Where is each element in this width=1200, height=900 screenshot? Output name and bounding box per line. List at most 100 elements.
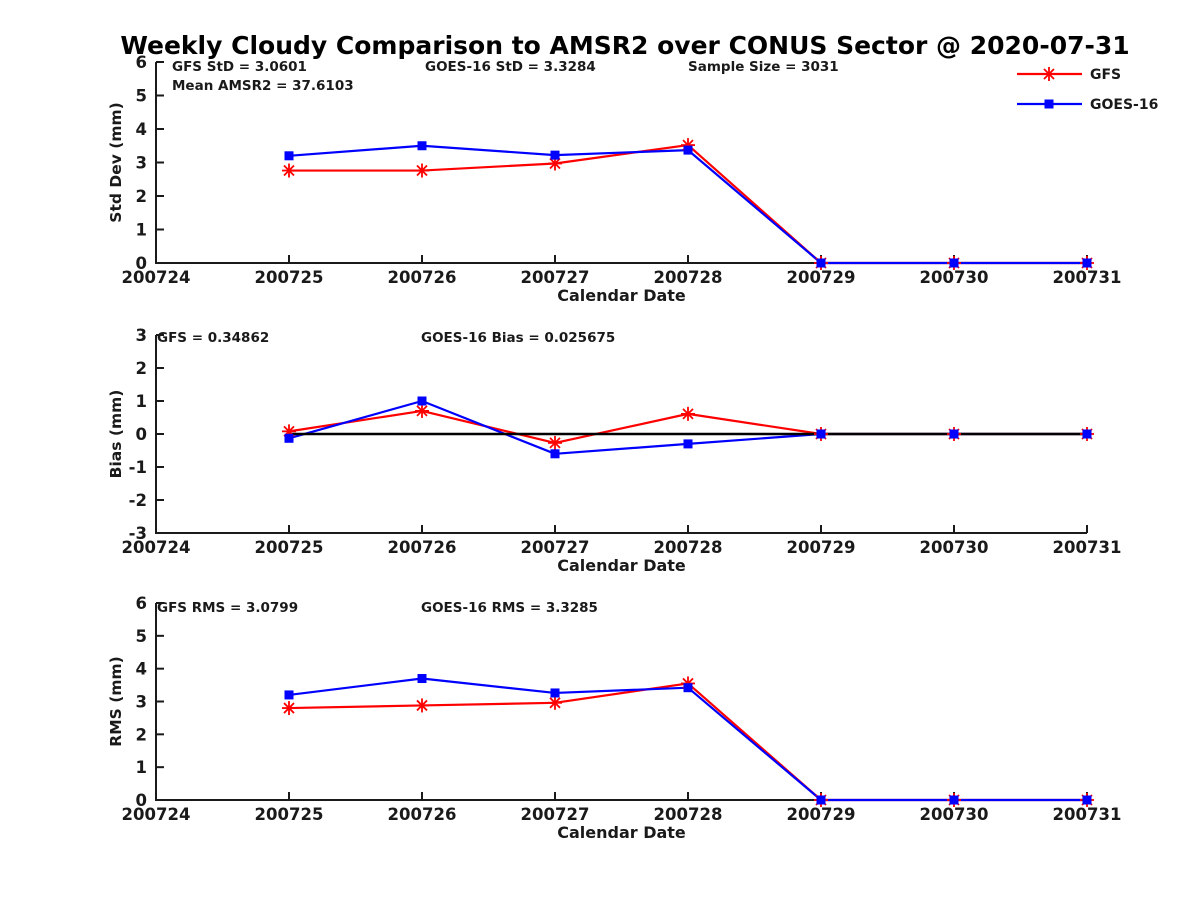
x-tick-label: 200730 (920, 805, 989, 824)
y-tick-label: 2 (136, 359, 147, 378)
y-tick-label: 5 (136, 87, 147, 106)
goes-16-marker (550, 449, 560, 459)
goes-16-marker (417, 674, 427, 684)
chart-bias: -3 -2 -1 0 1 2 3 200724 200725 200726 200727 200728… (107, 326, 1121, 575)
legend-label-gfs: GFS (1090, 67, 1121, 83)
gfs-marker (415, 698, 429, 713)
y-tick-label: 4 (136, 660, 147, 679)
y-tick-label: 0 (136, 254, 147, 273)
legend-marker-goes-16 (1044, 99, 1054, 109)
x-axis-title: Calendar Date (557, 823, 686, 842)
x-tick-label: 200730 (920, 538, 989, 557)
annotation: GFS = 0.34862 (157, 330, 269, 346)
goes-16-marker (1082, 795, 1092, 805)
goes-16-marker (949, 795, 959, 805)
y-tick-label: -1 (129, 458, 147, 477)
goes-16-marker (417, 141, 427, 151)
x-tick-label: 200724 (122, 805, 191, 824)
y-tick-label: 5 (136, 627, 147, 646)
goes-16-line (288, 677, 1087, 802)
y-tick-label: 1 (136, 221, 147, 240)
x-tick-label: 200724 (122, 268, 191, 287)
asterisk-stroke (682, 408, 694, 420)
y-tick-label: -2 (129, 491, 147, 510)
x-tick-label: 200726 (388, 805, 457, 824)
y-axis-title: Std Dev (mm) (107, 102, 125, 222)
goes-16-marker (1082, 258, 1092, 268)
annotation: GFS StD = 3.0601 (172, 59, 307, 75)
annotation: GFS RMS = 3.0799 (157, 600, 298, 616)
y-tick-label: 1 (136, 758, 147, 777)
annotation: GOES-16 RMS = 3.3285 (421, 600, 598, 616)
y-axis-title: Bias (mm) (107, 390, 125, 479)
x-tick-label: 200724 (122, 538, 191, 557)
asterisk-stroke (283, 702, 295, 714)
x-tick-label: 200725 (255, 538, 324, 557)
legend: GFS GOES-16 (1017, 67, 1158, 113)
x-tick-label: 200729 (787, 805, 856, 824)
asterisk-stroke (1043, 68, 1055, 80)
goes-16-marker (816, 429, 826, 439)
x-tick-label: 200727 (521, 268, 590, 287)
y-tick-label: 4 (136, 120, 147, 139)
x-tick-label: 200731 (1053, 538, 1122, 557)
annotation: Mean AMSR2 = 37.6103 (172, 78, 354, 94)
x-axis-title: Calendar Date (557, 286, 686, 305)
goes-16-marker (683, 145, 693, 155)
y-tick-label: 3 (136, 326, 147, 345)
goes-16-marker (417, 396, 427, 406)
legend-marker-gfs (1042, 67, 1056, 81)
legend-label-goes-16: GOES-16 (1090, 97, 1158, 113)
goes-16-marker (949, 429, 959, 439)
y-tick-label: 2 (136, 187, 147, 206)
x-tick-label: 200726 (388, 538, 457, 557)
x-tick-label: 200729 (787, 538, 856, 557)
goes-16-marker (816, 258, 826, 268)
y-tick-label: 0 (136, 425, 147, 444)
gfs-marker (548, 435, 562, 450)
annotation: Sample Size = 3031 (688, 59, 839, 75)
goes-16-marker (284, 690, 294, 700)
goes-16-marker (550, 150, 560, 160)
x-tick-label: 200725 (255, 805, 324, 824)
chart-rms: 0 1 2 3 4 5 6 200724 200725 200726 200727 200728 200… (107, 594, 1121, 842)
goes-16-marker (683, 683, 693, 693)
goes-16-marker (550, 688, 560, 698)
y-tick-label: 0 (136, 791, 147, 810)
figure-title: Weekly Cloudy Comparison to AMSR2 over C… (120, 31, 1129, 60)
y-tick-label: 6 (136, 594, 147, 613)
x-tick-label: 200731 (1053, 805, 1122, 824)
x-tick-label: 200729 (787, 268, 856, 287)
y-tick-label: 1 (136, 392, 147, 411)
y-tick-label: 6 (136, 53, 147, 72)
y-tick-label: -3 (129, 524, 147, 543)
x-tick-label: 200728 (654, 538, 723, 557)
gfs-line (289, 143, 1087, 265)
y-tick-label: 2 (136, 725, 147, 744)
x-tick-label: 200730 (920, 268, 989, 287)
goes-16-marker (816, 795, 826, 805)
goes-16-marker (683, 439, 693, 449)
gfs-marker (548, 695, 562, 710)
gfs-marker (282, 701, 296, 716)
asterisk-stroke (283, 164, 295, 177)
x-tick-label: 200728 (654, 805, 723, 824)
goes-16-line (288, 144, 1087, 265)
asterisk-stroke (549, 437, 561, 449)
gfs-marker (681, 406, 695, 421)
annotation: GOES-16 StD = 3.3284 (425, 59, 596, 75)
asterisk-stroke (549, 697, 561, 709)
annotation: GOES-16 Bias = 0.025675 (421, 330, 615, 346)
x-tick-label: 200725 (255, 268, 324, 287)
x-tick-label: 200727 (521, 538, 590, 557)
goes-16-marker (1082, 429, 1092, 439)
asterisk-stroke (549, 157, 561, 170)
gfs-marker (415, 163, 429, 178)
asterisk-stroke (416, 164, 428, 177)
asterisk-stroke (416, 405, 428, 417)
gfs-marker (282, 163, 296, 178)
goes-16-marker (949, 258, 959, 268)
